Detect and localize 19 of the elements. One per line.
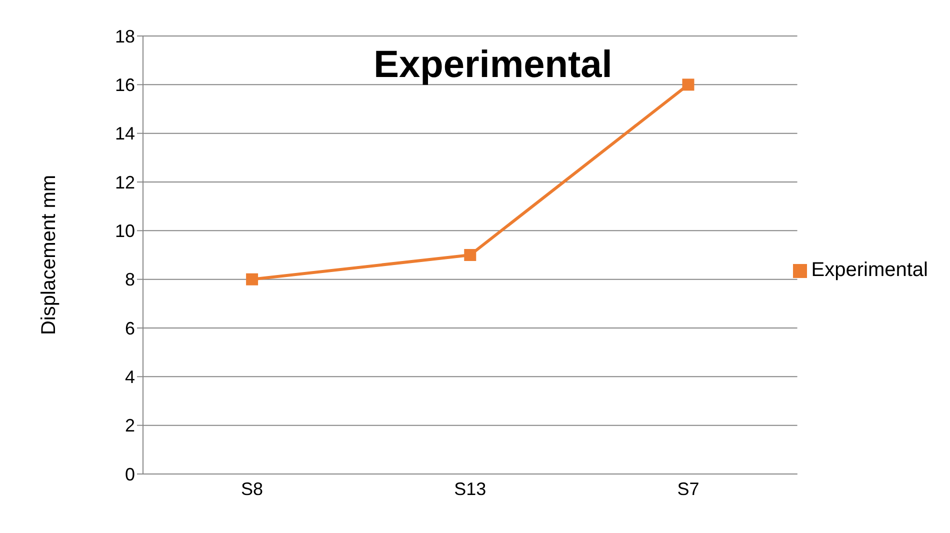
x-tick-label: S8 xyxy=(241,478,264,499)
y-tick-label: 10 xyxy=(114,221,135,242)
y-tick-label: 12 xyxy=(114,172,135,192)
point xyxy=(464,249,476,261)
x-tick-label: S13 xyxy=(454,478,486,499)
y-tick-label: 16 xyxy=(114,75,135,96)
point xyxy=(682,78,694,91)
y-tick-label: 6 xyxy=(124,318,135,338)
y-tick-label: 2 xyxy=(124,416,135,436)
chart-title: Experimental xyxy=(372,44,614,87)
y-tick-label: 18 xyxy=(114,26,135,46)
y-tick-label: 14 xyxy=(114,124,135,144)
y-axis-title: Displacement mm xyxy=(38,174,60,336)
y-tick-label: 0 xyxy=(124,464,135,484)
y-tick-label: 8 xyxy=(124,270,135,290)
point xyxy=(246,273,258,286)
legend-label: Experimental xyxy=(811,259,928,281)
x-tick-label: S7 xyxy=(677,478,700,499)
y-tick-label: 4 xyxy=(124,367,135,388)
